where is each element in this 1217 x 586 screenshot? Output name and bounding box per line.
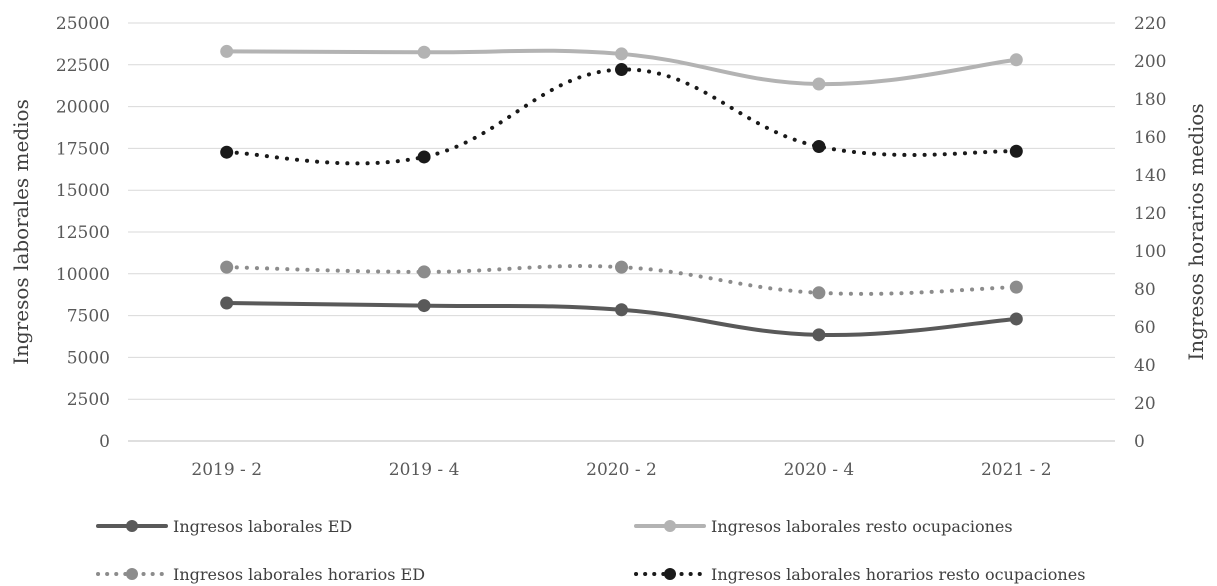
right-tick-label: 20 [1134, 394, 1156, 414]
right-tick-label: 140 [1134, 166, 1166, 186]
data-point [812, 328, 826, 342]
gridlines [128, 22, 1115, 442]
series-points [220, 44, 1023, 342]
data-point [1009, 280, 1023, 294]
data-point [220, 296, 234, 310]
data-point [615, 47, 628, 61]
series-line-4 [224, 67, 1019, 166]
left-tick-label: 2500 [67, 390, 110, 410]
left-tick-label: 22500 [56, 56, 110, 76]
legend: Ingresos laborales ED Ingresos laborales … [96, 517, 1085, 584]
data-point [1009, 53, 1023, 67]
data-point [417, 265, 431, 279]
left-tick-label: 10000 [56, 265, 110, 285]
series-lines [224, 48, 1019, 337]
legend-marker-3 [126, 568, 138, 580]
x-tick-label: 2021 - 2 [981, 460, 1052, 480]
left-tick-label: 0 [99, 432, 110, 452]
right-tick-label: 220 [1134, 14, 1166, 34]
data-point [812, 140, 826, 153]
data-point [812, 286, 826, 300]
x-tick-label: 2020 - 2 [586, 460, 657, 480]
x-axis-ticks: 2019 - 2 2019 - 4 2020 - 2 2020 - 4 2021 - 2 [191, 460, 1051, 480]
x-tick-label: 2019 - 4 [389, 460, 460, 480]
data-point [417, 299, 431, 313]
right-tick-label: 0 [1134, 432, 1145, 452]
data-point [812, 77, 826, 91]
data-point [220, 145, 234, 159]
legend-marker-4 [664, 568, 676, 580]
right-tick-label: 40 [1134, 356, 1156, 376]
right-axis-ticks: 0 20 40 60 80 100 120 140 160 180 200 220 [1134, 14, 1166, 452]
left-tick-label: 25000 [56, 14, 110, 34]
right-tick-label: 80 [1134, 280, 1156, 300]
legend-marker-1 [126, 520, 138, 532]
right-tick-label: 120 [1134, 204, 1166, 224]
left-tick-label: 17500 [56, 139, 110, 159]
left-axis-title: Ingresos laborales medios [9, 99, 33, 365]
data-point [417, 150, 431, 164]
right-tick-label: 60 [1134, 318, 1156, 338]
left-tick-label: 15000 [56, 181, 110, 201]
left-axis-ticks: 0 2500 5000 7500 10000 12500 15000 17500 20000 22… [56, 14, 110, 452]
legend-label-1: Ingresos laborales ED [173, 517, 352, 536]
legend-label-2: Ingresos laborales resto ocupaciones [711, 517, 1013, 536]
legend-marker-2 [664, 520, 676, 532]
data-point [615, 303, 628, 317]
left-tick-label: 5000 [67, 348, 110, 368]
right-axis-title: Ingresos horarios medios [1184, 103, 1208, 360]
x-tick-label: 2019 - 2 [191, 460, 262, 480]
data-point [1009, 144, 1023, 158]
right-tick-label: 160 [1134, 128, 1166, 148]
data-point [417, 45, 431, 59]
left-tick-label: 7500 [67, 307, 110, 327]
right-tick-label: 100 [1134, 242, 1166, 262]
data-point [220, 44, 234, 58]
data-point [615, 260, 628, 274]
legend-label-3: Ingresos laborales horarios ED [173, 565, 425, 584]
right-tick-label: 180 [1134, 90, 1166, 110]
data-point [615, 63, 628, 77]
left-tick-label: 20000 [56, 98, 110, 118]
data-point [1009, 312, 1023, 326]
x-tick-label: 2020 - 4 [784, 460, 855, 480]
data-point [220, 260, 234, 274]
left-tick-label: 12500 [56, 223, 110, 243]
legend-label-4: Ingresos laborales horarios resto ocupac… [711, 565, 1085, 584]
right-tick-label: 200 [1134, 52, 1166, 72]
